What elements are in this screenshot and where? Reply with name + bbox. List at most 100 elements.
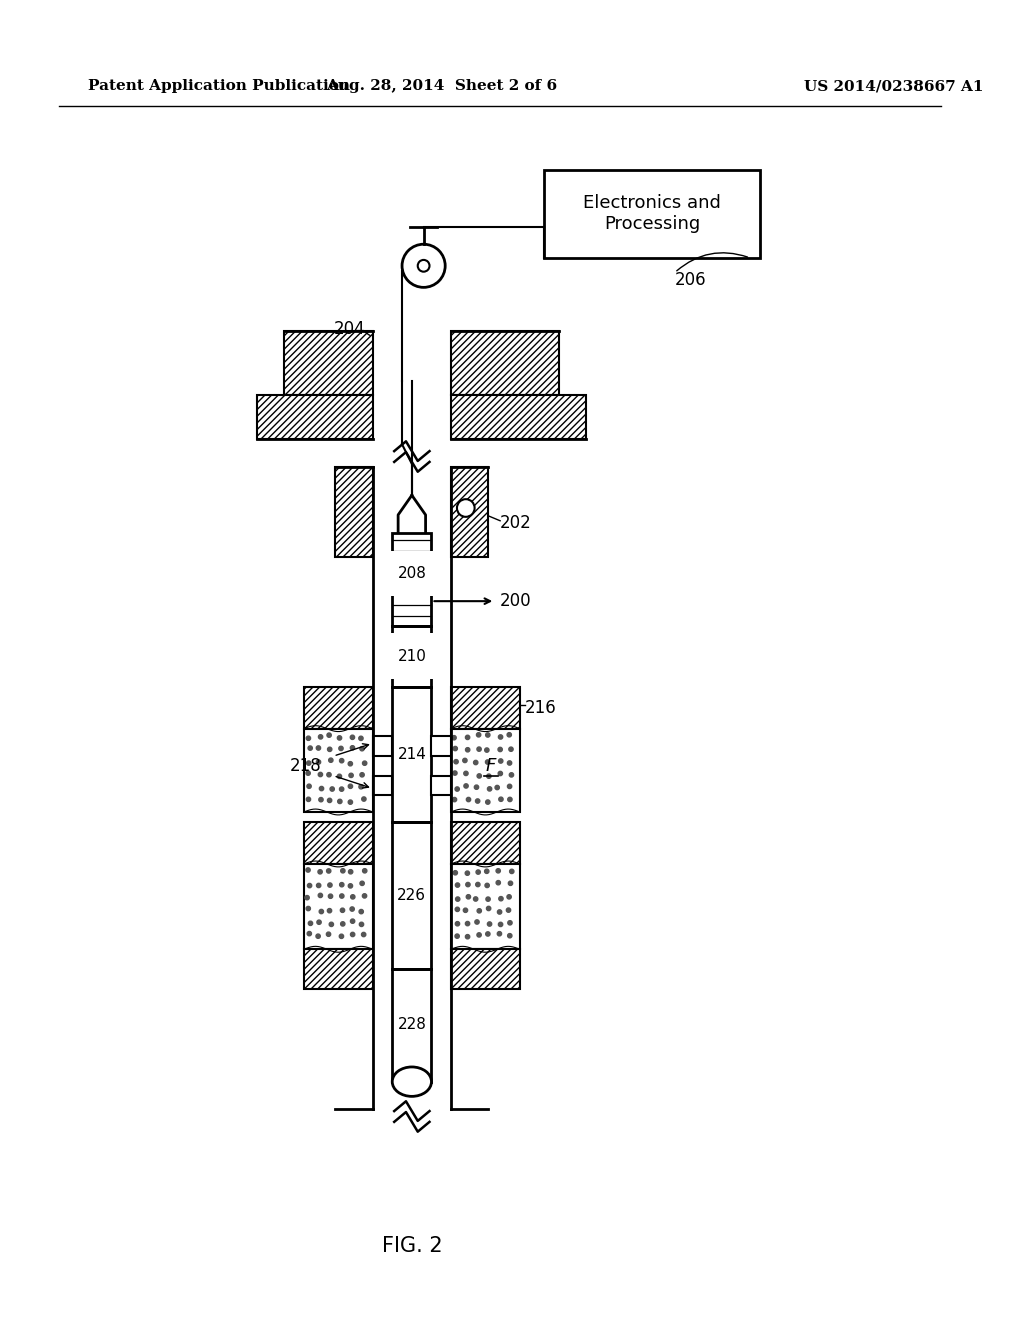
Circle shape bbox=[499, 759, 503, 763]
Circle shape bbox=[329, 758, 333, 763]
Circle shape bbox=[348, 800, 352, 804]
Circle shape bbox=[329, 894, 333, 899]
Circle shape bbox=[455, 787, 460, 791]
Bar bbox=[431, 776, 452, 796]
Circle shape bbox=[359, 772, 365, 777]
Circle shape bbox=[477, 774, 481, 777]
Circle shape bbox=[327, 772, 331, 777]
Circle shape bbox=[485, 932, 490, 936]
Bar bbox=[452, 949, 520, 989]
Bar bbox=[336, 467, 373, 557]
Circle shape bbox=[340, 894, 344, 898]
Circle shape bbox=[349, 774, 353, 777]
Circle shape bbox=[495, 785, 500, 789]
Bar bbox=[373, 776, 392, 796]
Circle shape bbox=[348, 870, 353, 874]
Circle shape bbox=[329, 923, 334, 927]
Text: 206: 206 bbox=[675, 271, 707, 289]
Bar bbox=[452, 865, 520, 949]
Circle shape bbox=[498, 932, 502, 936]
Circle shape bbox=[508, 920, 512, 925]
Circle shape bbox=[485, 733, 489, 737]
Bar bbox=[452, 395, 587, 440]
Circle shape bbox=[496, 880, 501, 884]
Circle shape bbox=[327, 932, 331, 936]
Circle shape bbox=[473, 896, 478, 902]
Circle shape bbox=[464, 784, 468, 788]
Circle shape bbox=[465, 871, 470, 875]
Bar bbox=[304, 865, 373, 949]
Circle shape bbox=[306, 771, 310, 775]
Circle shape bbox=[466, 735, 470, 739]
Circle shape bbox=[465, 921, 470, 925]
Circle shape bbox=[317, 870, 323, 874]
Bar bbox=[392, 532, 431, 626]
Circle shape bbox=[307, 932, 311, 936]
Circle shape bbox=[454, 871, 458, 875]
Circle shape bbox=[361, 932, 366, 937]
Circle shape bbox=[306, 760, 311, 766]
Bar bbox=[452, 688, 520, 729]
Circle shape bbox=[327, 869, 331, 873]
Circle shape bbox=[508, 797, 512, 801]
Circle shape bbox=[359, 909, 364, 913]
Text: Aug. 28, 2014  Sheet 2 of 6: Aug. 28, 2014 Sheet 2 of 6 bbox=[326, 79, 557, 94]
Circle shape bbox=[316, 920, 322, 924]
Circle shape bbox=[328, 799, 332, 803]
Circle shape bbox=[485, 883, 489, 887]
Circle shape bbox=[362, 762, 367, 766]
Circle shape bbox=[328, 908, 332, 913]
Circle shape bbox=[341, 869, 345, 873]
Circle shape bbox=[498, 771, 503, 776]
Circle shape bbox=[508, 760, 512, 766]
Circle shape bbox=[498, 747, 503, 751]
Circle shape bbox=[454, 759, 458, 764]
Circle shape bbox=[319, 909, 324, 913]
Circle shape bbox=[484, 869, 488, 874]
Circle shape bbox=[453, 746, 458, 751]
Circle shape bbox=[308, 921, 312, 925]
Bar bbox=[304, 822, 373, 865]
Circle shape bbox=[499, 735, 503, 739]
Circle shape bbox=[318, 735, 323, 739]
Circle shape bbox=[466, 882, 470, 887]
Circle shape bbox=[318, 894, 323, 898]
Circle shape bbox=[464, 771, 468, 776]
Bar bbox=[431, 737, 452, 756]
Circle shape bbox=[350, 895, 355, 899]
Circle shape bbox=[487, 921, 492, 927]
Circle shape bbox=[477, 747, 481, 751]
Circle shape bbox=[328, 883, 332, 887]
Circle shape bbox=[339, 746, 343, 751]
Text: 210: 210 bbox=[397, 648, 426, 664]
Circle shape bbox=[340, 759, 344, 763]
Text: F: F bbox=[485, 756, 496, 775]
Bar bbox=[392, 626, 431, 688]
Circle shape bbox=[456, 907, 460, 912]
Circle shape bbox=[509, 772, 514, 777]
Circle shape bbox=[348, 883, 352, 888]
Circle shape bbox=[306, 737, 310, 741]
Circle shape bbox=[316, 883, 321, 887]
Circle shape bbox=[306, 907, 310, 911]
Circle shape bbox=[477, 933, 481, 937]
Circle shape bbox=[475, 920, 479, 924]
Circle shape bbox=[486, 907, 490, 911]
Text: US 2014/0238667 A1: US 2014/0238667 A1 bbox=[804, 79, 984, 94]
Bar bbox=[392, 688, 431, 822]
Circle shape bbox=[307, 883, 311, 888]
Circle shape bbox=[362, 869, 367, 873]
Bar bbox=[304, 729, 373, 812]
Circle shape bbox=[484, 748, 489, 752]
Circle shape bbox=[348, 784, 352, 788]
Circle shape bbox=[456, 883, 460, 887]
Circle shape bbox=[319, 787, 324, 791]
Circle shape bbox=[456, 896, 460, 902]
Circle shape bbox=[486, 774, 492, 779]
Text: 216: 216 bbox=[524, 700, 556, 717]
Circle shape bbox=[453, 797, 457, 801]
Circle shape bbox=[337, 774, 342, 779]
Circle shape bbox=[337, 735, 342, 741]
Circle shape bbox=[339, 935, 344, 939]
Circle shape bbox=[340, 883, 344, 887]
